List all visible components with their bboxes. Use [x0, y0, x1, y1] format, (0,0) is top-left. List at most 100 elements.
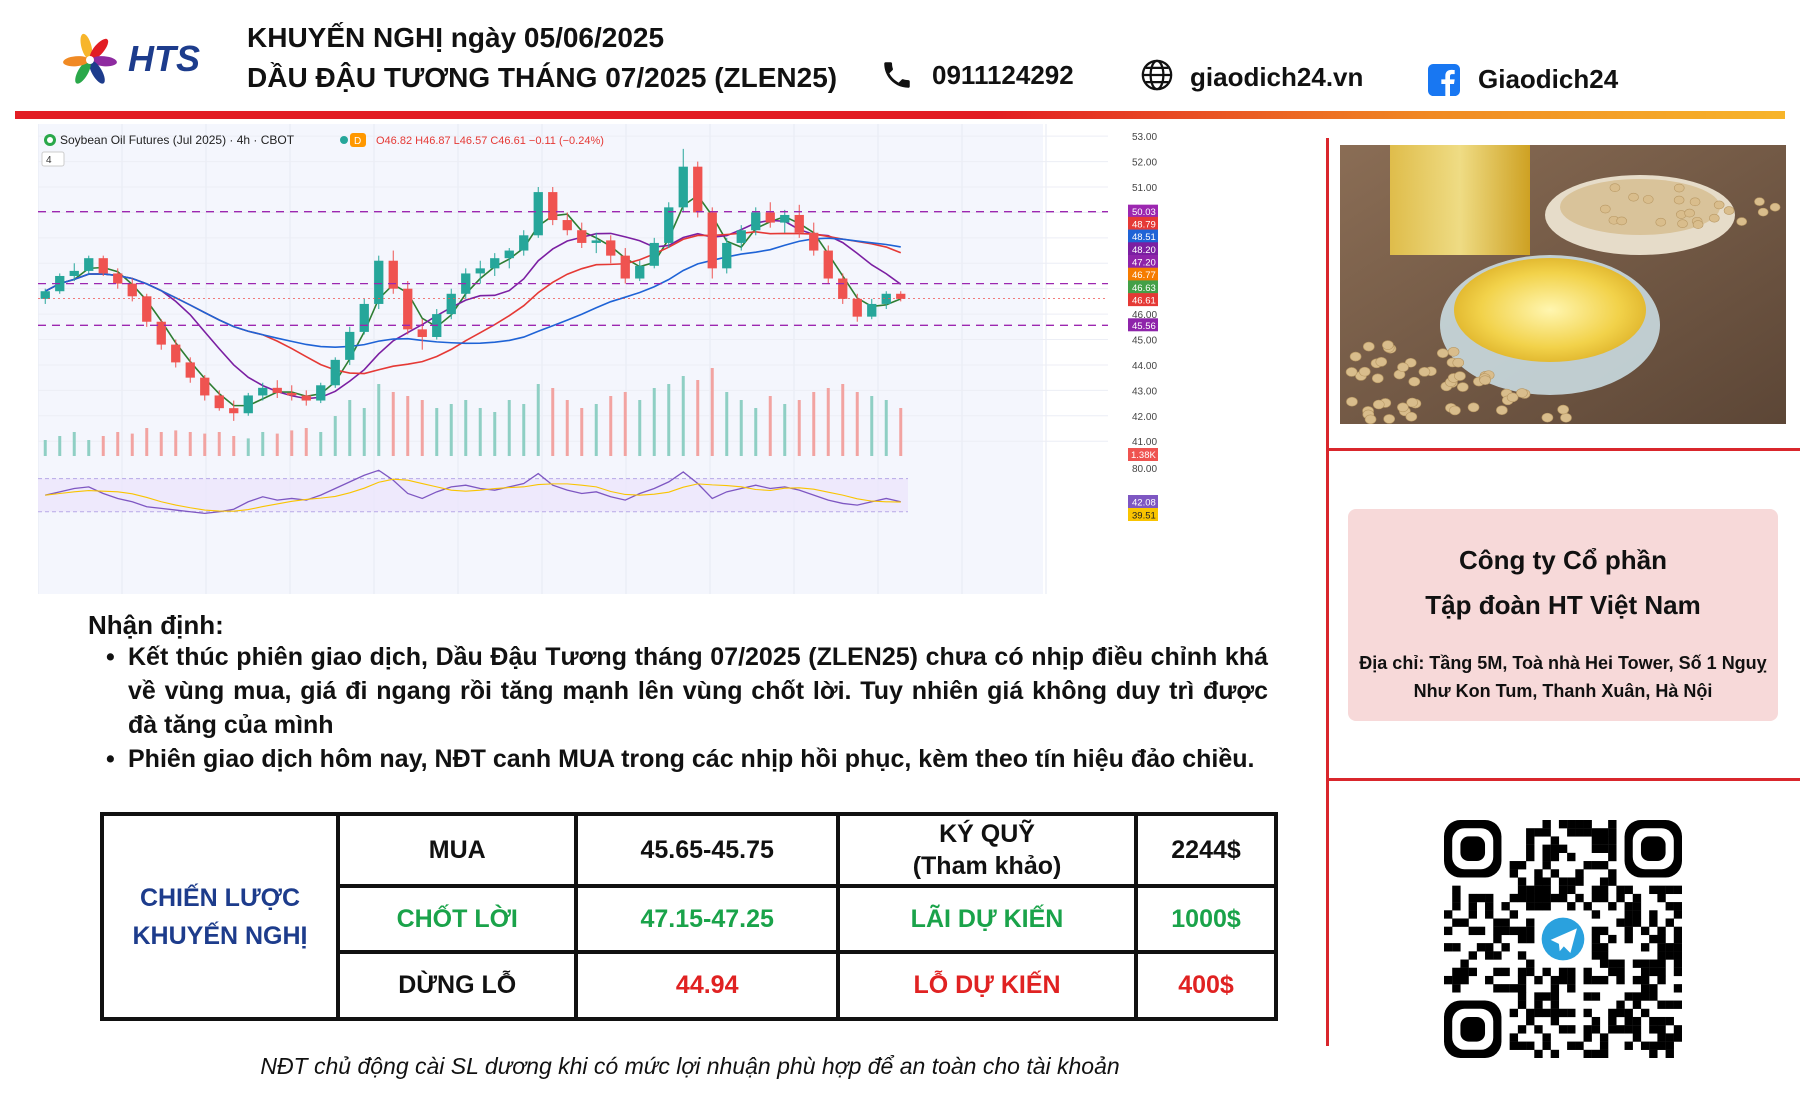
- level-tag: [1128, 318, 1158, 332]
- soybean: [1405, 411, 1418, 422]
- telegram-qr-code[interactable]: [1444, 820, 1682, 1058]
- volume-bar: [754, 408, 758, 456]
- strategy-table: CHIẾN LƯỢC KHUYẾN NGHỊ MUA 45.65-45.75 K…: [100, 812, 1278, 1021]
- qr-module: [1649, 910, 1658, 919]
- soybean: [1358, 366, 1371, 377]
- qr-module: [1526, 1016, 1535, 1026]
- level-tag: [1128, 254, 1158, 268]
- qr-module: [1501, 926, 1510, 936]
- qr-module: [1665, 1016, 1674, 1026]
- candle-body: [519, 235, 529, 251]
- qr-module: [1542, 844, 1551, 853]
- volume-bar: [319, 432, 323, 456]
- soybean: [1383, 414, 1395, 424]
- candle-body: [736, 230, 746, 243]
- soybean: [1600, 204, 1611, 214]
- price-tick-label: 52.00: [1132, 158, 1157, 169]
- candle-body: [214, 395, 224, 409]
- candle-body: [852, 298, 862, 317]
- qr-module: [1452, 893, 1461, 903]
- qr-module: [1657, 975, 1666, 985]
- qr-module: [1558, 844, 1568, 853]
- expected-loss-value: 400$: [1134, 950, 1278, 1021]
- chart-symbol: Soybean Oil Futures (Jul 2025) · 4h · CB…: [60, 133, 295, 147]
- volume-bar: [536, 384, 540, 456]
- qr-module: [1608, 852, 1617, 862]
- soybean: [1557, 404, 1569, 415]
- qr-module: [1452, 918, 1461, 927]
- qr-module: [1517, 1000, 1527, 1009]
- telegram-icon: [1536, 912, 1590, 966]
- volume-bar: [739, 400, 743, 456]
- level-tag-label: 50.03: [1132, 207, 1156, 218]
- indicator-count: 4: [46, 155, 52, 166]
- soybean: [1757, 207, 1769, 217]
- facebook-page-link[interactable]: Giaodich24: [1478, 64, 1619, 94]
- qr-module: [1558, 885, 1568, 895]
- qr-module: [1485, 910, 1494, 919]
- qr-finder-patterns: [1444, 820, 1682, 1058]
- volume-tag: [1128, 448, 1158, 461]
- price-tick-label: 45.00: [1132, 336, 1157, 347]
- margin-label-line1: KÝ QUỸ: [939, 820, 1035, 848]
- volume-bar: [217, 432, 221, 456]
- price-tick-label: 42.00: [1132, 412, 1157, 423]
- qr-module: [1460, 918, 1469, 927]
- qr-module: [1567, 1008, 1576, 1018]
- volume-bar: [493, 412, 497, 456]
- facebook-icon: [1428, 64, 1460, 96]
- soybean: [1345, 367, 1358, 377]
- qr-module: [1632, 1000, 1642, 1009]
- qr-module: [1616, 1000, 1625, 1009]
- qr-module: [1599, 861, 1609, 870]
- qr-module: [1550, 1000, 1560, 1009]
- qr-module: [1608, 959, 1617, 968]
- qr-module: [1624, 934, 1633, 944]
- qr-module: [1591, 951, 1601, 960]
- qr-module: [1558, 877, 1568, 886]
- candle-body: [722, 242, 732, 269]
- qr-module: [1567, 1025, 1576, 1034]
- qr-module: [1517, 951, 1527, 960]
- soybean: [1689, 197, 1701, 207]
- qr-module: [1460, 975, 1469, 985]
- qr-module: [1649, 992, 1658, 1001]
- globe-icon: [1141, 59, 1173, 91]
- qr-module: [1649, 934, 1658, 944]
- website-link[interactable]: giaodich24.vn: [1190, 62, 1364, 92]
- qr-module: [1493, 926, 1502, 936]
- qr-module: [1558, 967, 1568, 977]
- soybean: [1754, 197, 1765, 206]
- qr-module: [1460, 967, 1469, 977]
- volume-bar: [696, 380, 700, 456]
- qr-module: [1657, 943, 1666, 952]
- qr-module: [1649, 959, 1658, 968]
- candle-body: [475, 268, 485, 274]
- qr-module: [1599, 1033, 1609, 1042]
- qr-module: [1624, 918, 1633, 927]
- candle-body: [896, 293, 906, 299]
- phone-number[interactable]: 0911124292: [932, 60, 1074, 90]
- soybean: [1655, 217, 1667, 227]
- qr-module: [1616, 959, 1625, 968]
- qr-module: [1534, 869, 1543, 878]
- candle-body: [490, 258, 500, 269]
- level-tag: [1128, 267, 1158, 281]
- qr-module: [1599, 828, 1609, 837]
- qr-module: [1534, 902, 1543, 911]
- qr-module: [1517, 885, 1527, 895]
- qr-module: [1509, 984, 1519, 993]
- volume-bar: [188, 432, 192, 456]
- candle-body: [229, 408, 239, 414]
- qr-module: [1640, 967, 1650, 977]
- qr-module: [1673, 943, 1682, 952]
- qr-module: [1452, 943, 1461, 952]
- volume-bar: [159, 432, 163, 456]
- qr-module: [1468, 967, 1477, 977]
- qr-module: [1517, 1025, 1527, 1034]
- qr-module: [1583, 1008, 1592, 1018]
- soybean-oil-photo: [1340, 145, 1786, 424]
- qr-module: [1444, 926, 1453, 936]
- qr-module: [1616, 918, 1625, 927]
- qr-module: [1616, 975, 1625, 985]
